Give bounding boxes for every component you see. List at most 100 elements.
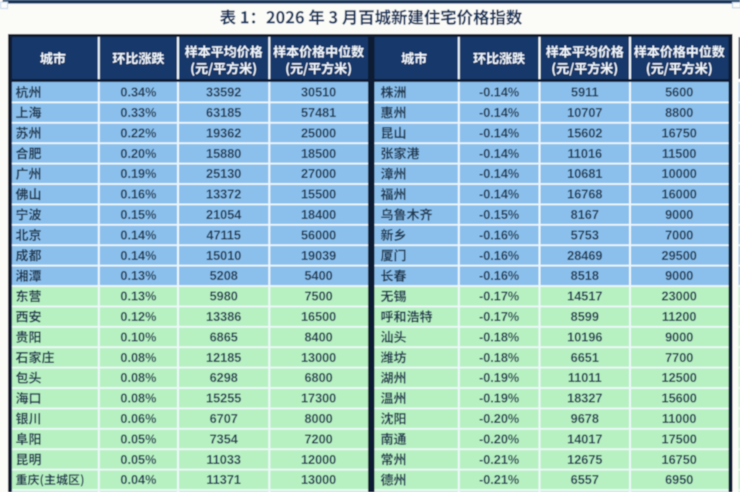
svg-text:-0.14%: -0.14% (479, 106, 519, 120)
svg-text:6651: 6651 (571, 351, 599, 365)
svg-text:-0.21%: -0.21% (479, 453, 519, 467)
svg-text:0.13%: 0.13% (120, 290, 156, 304)
svg-text:16500: 16500 (301, 310, 336, 324)
svg-text:8800: 8800 (665, 106, 693, 120)
svg-text:5980: 5980 (210, 290, 238, 304)
svg-text:12500: 12500 (662, 371, 697, 385)
svg-text:13000: 13000 (301, 473, 336, 487)
svg-text:6557: 6557 (571, 473, 599, 487)
svg-text:15602: 15602 (567, 126, 602, 140)
svg-text:0.14%: 0.14% (120, 249, 156, 263)
svg-text:0.34%: 0.34% (120, 86, 156, 100)
svg-text:5911: 5911 (571, 86, 599, 100)
svg-text:8400: 8400 (304, 330, 332, 344)
svg-text:56000: 56000 (301, 228, 336, 242)
svg-text:8518: 8518 (571, 269, 599, 283)
svg-text:0.19%: 0.19% (120, 167, 156, 181)
svg-text:11371: 11371 (206, 473, 241, 487)
svg-text:25130: 25130 (206, 167, 241, 181)
svg-text:-0.16%: -0.16% (479, 269, 519, 283)
svg-text:9000: 9000 (665, 208, 693, 222)
svg-text:-0.20%: -0.20% (479, 432, 519, 446)
svg-text:29500: 29500 (662, 249, 697, 263)
svg-text:14017: 14017 (567, 432, 602, 446)
svg-text:11000: 11000 (662, 412, 697, 426)
svg-text:28469: 28469 (567, 249, 602, 263)
svg-text:0.04%: 0.04% (120, 473, 156, 487)
svg-text:5208: 5208 (210, 269, 238, 283)
svg-text:-0.16%: -0.16% (479, 249, 519, 263)
svg-text:8167: 8167 (571, 208, 599, 222)
svg-text:12000: 12000 (301, 453, 336, 467)
svg-text:11033: 11033 (206, 453, 241, 467)
svg-text:5600: 5600 (665, 86, 693, 100)
svg-text:10707: 10707 (567, 106, 602, 120)
svg-text:15600: 15600 (662, 392, 697, 406)
svg-text:13386: 13386 (206, 310, 241, 324)
svg-text:-0.19%: -0.19% (479, 371, 519, 385)
svg-text:16000: 16000 (662, 188, 697, 202)
svg-text:0.10%: 0.10% (120, 330, 156, 344)
svg-text:8599: 8599 (571, 310, 599, 324)
svg-text:13372: 13372 (206, 188, 241, 202)
svg-text:10196: 10196 (567, 330, 602, 344)
svg-text:10681: 10681 (567, 167, 602, 181)
svg-text:0.14%: 0.14% (120, 228, 156, 242)
svg-text:9678: 9678 (571, 412, 599, 426)
svg-text:9000: 9000 (665, 330, 693, 344)
svg-text:0.22%: 0.22% (120, 126, 156, 140)
svg-text:15500: 15500 (301, 188, 336, 202)
svg-text:15010: 15010 (206, 249, 241, 263)
svg-text:12185: 12185 (206, 351, 241, 365)
svg-text:6707: 6707 (210, 412, 238, 426)
svg-text:0.05%: 0.05% (120, 432, 156, 446)
svg-text:-0.14%: -0.14% (479, 126, 519, 140)
svg-text:0.12%: 0.12% (120, 310, 156, 324)
svg-text:7354: 7354 (210, 432, 238, 446)
svg-text:0.13%: 0.13% (120, 269, 156, 283)
svg-text:-0.16%: -0.16% (479, 228, 519, 242)
svg-text:6865: 6865 (210, 330, 238, 344)
svg-text:19362: 19362 (206, 126, 241, 140)
svg-text:13000: 13000 (301, 351, 336, 365)
svg-text:15255: 15255 (206, 392, 241, 406)
svg-text:15880: 15880 (206, 147, 241, 161)
svg-text:11200: 11200 (662, 310, 697, 324)
svg-text:21054: 21054 (206, 208, 241, 222)
svg-text:6950: 6950 (665, 473, 693, 487)
svg-text:-0.14%: -0.14% (479, 147, 519, 161)
svg-text:-0.21%: -0.21% (479, 473, 519, 487)
svg-text:30510: 30510 (301, 86, 336, 100)
svg-text:0.33%: 0.33% (120, 106, 156, 120)
svg-text:47115: 47115 (206, 228, 241, 242)
svg-text:-0.17%: -0.17% (479, 310, 519, 324)
svg-text:18400: 18400 (301, 208, 336, 222)
svg-text:0.05%: 0.05% (120, 453, 156, 467)
svg-text:14517: 14517 (567, 290, 602, 304)
svg-text:11011: 11011 (568, 371, 602, 385)
svg-text:11500: 11500 (662, 147, 697, 161)
svg-text:0.08%: 0.08% (120, 351, 156, 365)
svg-text:-0.14%: -0.14% (479, 188, 519, 202)
svg-text:-0.15%: -0.15% (479, 208, 519, 222)
svg-text:6800: 6800 (304, 371, 332, 385)
svg-text:0.20%: 0.20% (120, 147, 156, 161)
svg-text:7700: 7700 (665, 351, 693, 365)
svg-text:16750: 16750 (662, 126, 697, 140)
svg-text:16750: 16750 (662, 453, 697, 467)
svg-text:7200: 7200 (304, 432, 332, 446)
svg-text:18327: 18327 (567, 392, 602, 406)
svg-text:33592: 33592 (206, 86, 241, 100)
svg-text:-0.14%: -0.14% (479, 86, 519, 100)
svg-text:27000: 27000 (301, 167, 336, 181)
svg-text:25000: 25000 (301, 126, 336, 140)
svg-text:9000: 9000 (665, 269, 693, 283)
svg-text:-0.20%: -0.20% (479, 412, 519, 426)
svg-text:16768: 16768 (567, 188, 602, 202)
svg-text:-0.14%: -0.14% (479, 167, 519, 181)
svg-text:7500: 7500 (304, 290, 332, 304)
svg-text:0.08%: 0.08% (120, 392, 156, 406)
svg-text:5400: 5400 (304, 269, 332, 283)
svg-text:10000: 10000 (662, 167, 697, 181)
svg-text:-0.18%: -0.18% (479, 330, 519, 344)
